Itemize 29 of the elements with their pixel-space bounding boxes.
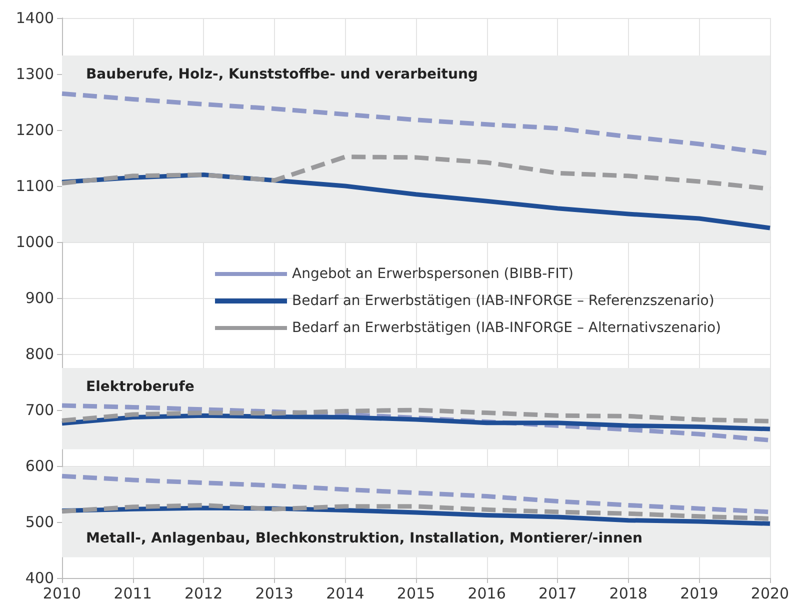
x-tick-label: 2016 — [468, 584, 506, 602]
y-tick-label: 500 — [25, 513, 54, 531]
x-tick-label: 2012 — [184, 584, 223, 602]
x-tick-label: 2013 — [255, 584, 294, 602]
x-tick-label: 2010 — [42, 584, 82, 602]
y-tick-label: 600 — [25, 457, 54, 475]
band-label: Elektroberufe — [86, 379, 194, 395]
line-series — [60, 413, 772, 432]
y-tick-label: 900 — [25, 289, 54, 307]
x-tick-label: 2018 — [609, 584, 648, 602]
y-tick-label: 1300 — [16, 65, 54, 83]
x-tick-label: 2020 — [750, 584, 790, 602]
legend-label: Angebot an Erwerbspersonen (BIBB-FIT) — [292, 266, 574, 282]
x-tick-label: 2011 — [114, 584, 152, 602]
y-tick-label: 800 — [25, 345, 54, 363]
legend-label: Bedarf an Erwerbstätigen (IAB-INFORGE – Alternativszenario) — [292, 320, 721, 336]
x-tick-label: 2017 — [538, 584, 577, 602]
y-tick-label: 1200 — [16, 121, 54, 139]
y-tick-label: 400 — [25, 569, 54, 587]
legend-label: Bedarf an Erwerbstätigen (IAB-INFORGE – Referenzszenario) — [292, 293, 714, 309]
band-label: Bauberufe, Holz-, Kunststoffbe- und verarbeitung — [86, 66, 478, 83]
y-tick-label: 1000 — [16, 233, 54, 251]
y-tick-label: 700 — [25, 401, 54, 419]
x-tick-label: 2019 — [680, 584, 718, 602]
y-tick-label: 1100 — [16, 177, 54, 195]
x-tick-label: 2015 — [396, 584, 436, 602]
y-tick-label: 1400 — [16, 9, 54, 27]
band-label: Metall-, Anlagenbau, Blechkonstruktion, Installation, Montierer/-innen — [86, 530, 642, 546]
x-tick-label: 2014 — [326, 584, 364, 602]
